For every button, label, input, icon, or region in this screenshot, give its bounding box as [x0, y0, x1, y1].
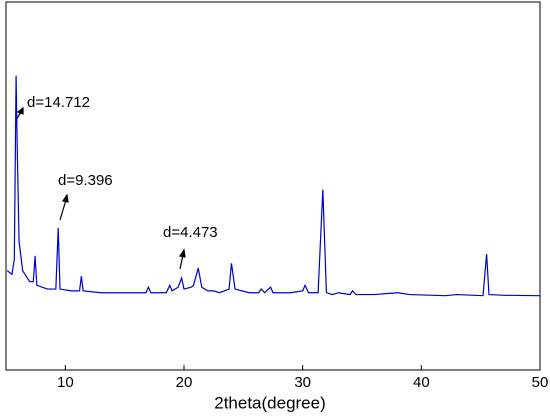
x-tick-label: 20 — [176, 374, 193, 391]
annotation: d=9.396 — [58, 172, 113, 189]
annotation: d=4.473 — [163, 224, 218, 241]
x-tick-label: 50 — [532, 374, 549, 391]
x-tick-label: 10 — [57, 374, 74, 391]
x-tick-label: 30 — [294, 374, 311, 391]
annotation: d=14.712 — [27, 94, 90, 111]
arrow — [59, 199, 67, 221]
arrow-head — [179, 248, 186, 258]
data-line — [6, 75, 541, 297]
arrow-head — [16, 106, 24, 115]
x-axis-label: 2theta(degree) — [214, 393, 326, 412]
arrow-head — [62, 193, 69, 203]
arrow — [179, 254, 184, 270]
plot-frame — [5, 1, 541, 371]
x-tick-label: 40 — [413, 374, 430, 391]
annotation-arrows — [15, 106, 186, 270]
